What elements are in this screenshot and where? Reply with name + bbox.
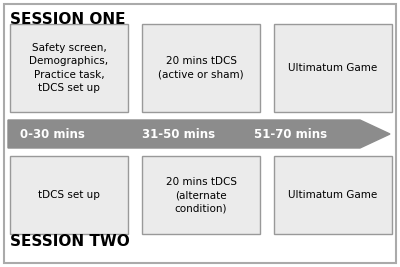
Text: 20 mins tDCS
(alternate
condition): 20 mins tDCS (alternate condition) (166, 177, 236, 213)
Text: Ultimatum Game: Ultimatum Game (288, 190, 378, 200)
FancyBboxPatch shape (142, 156, 260, 234)
Text: Ultimatum Game: Ultimatum Game (288, 63, 378, 73)
FancyBboxPatch shape (10, 24, 128, 112)
FancyBboxPatch shape (142, 24, 260, 112)
FancyBboxPatch shape (10, 156, 128, 234)
Text: Safety screen,
Demographics,
Practice task,
tDCS set up: Safety screen, Demographics, Practice ta… (30, 43, 108, 93)
Text: SESSION ONE: SESSION ONE (10, 12, 126, 27)
Text: SESSION TWO: SESSION TWO (10, 234, 130, 249)
Text: 20 mins tDCS
(active or sham): 20 mins tDCS (active or sham) (158, 56, 244, 80)
Text: 51-70 mins: 51-70 mins (254, 128, 328, 140)
Text: tDCS set up: tDCS set up (38, 190, 100, 200)
FancyBboxPatch shape (4, 4, 396, 263)
Polygon shape (8, 120, 390, 148)
Text: 31-50 mins: 31-50 mins (142, 128, 215, 140)
Text: 0-30 mins: 0-30 mins (20, 128, 85, 140)
FancyBboxPatch shape (274, 24, 392, 112)
FancyBboxPatch shape (274, 156, 392, 234)
